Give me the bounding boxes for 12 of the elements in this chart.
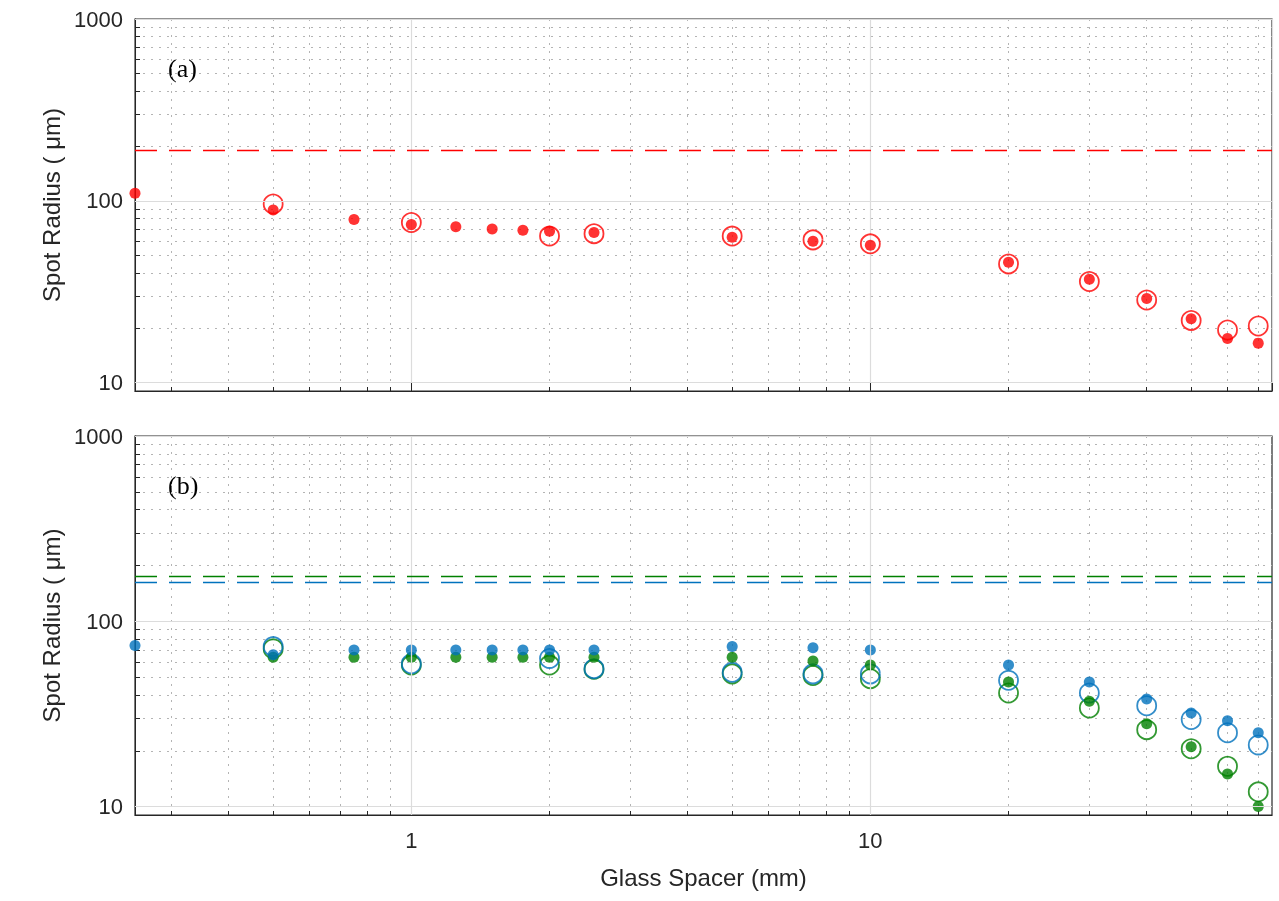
y-tick-label: 1000 [74, 6, 123, 32]
y-tick-label: 100 [86, 188, 123, 214]
x-axis-title: Glass Spacer (mm) [600, 863, 807, 891]
y-tick-label: 10 [98, 794, 123, 820]
y-tick-label: 1000 [74, 423, 123, 449]
y-axis-title: Spot Radius ( μm) [37, 108, 65, 302]
annotation: (a) [168, 53, 197, 83]
x-tick-label: 1 [405, 827, 418, 853]
y-tick-label: 10 [98, 370, 123, 396]
y-axis-title: Spot Radius ( μm) [37, 528, 65, 723]
annotation: (b) [168, 470, 199, 500]
y-tick-label: 100 [86, 608, 123, 634]
